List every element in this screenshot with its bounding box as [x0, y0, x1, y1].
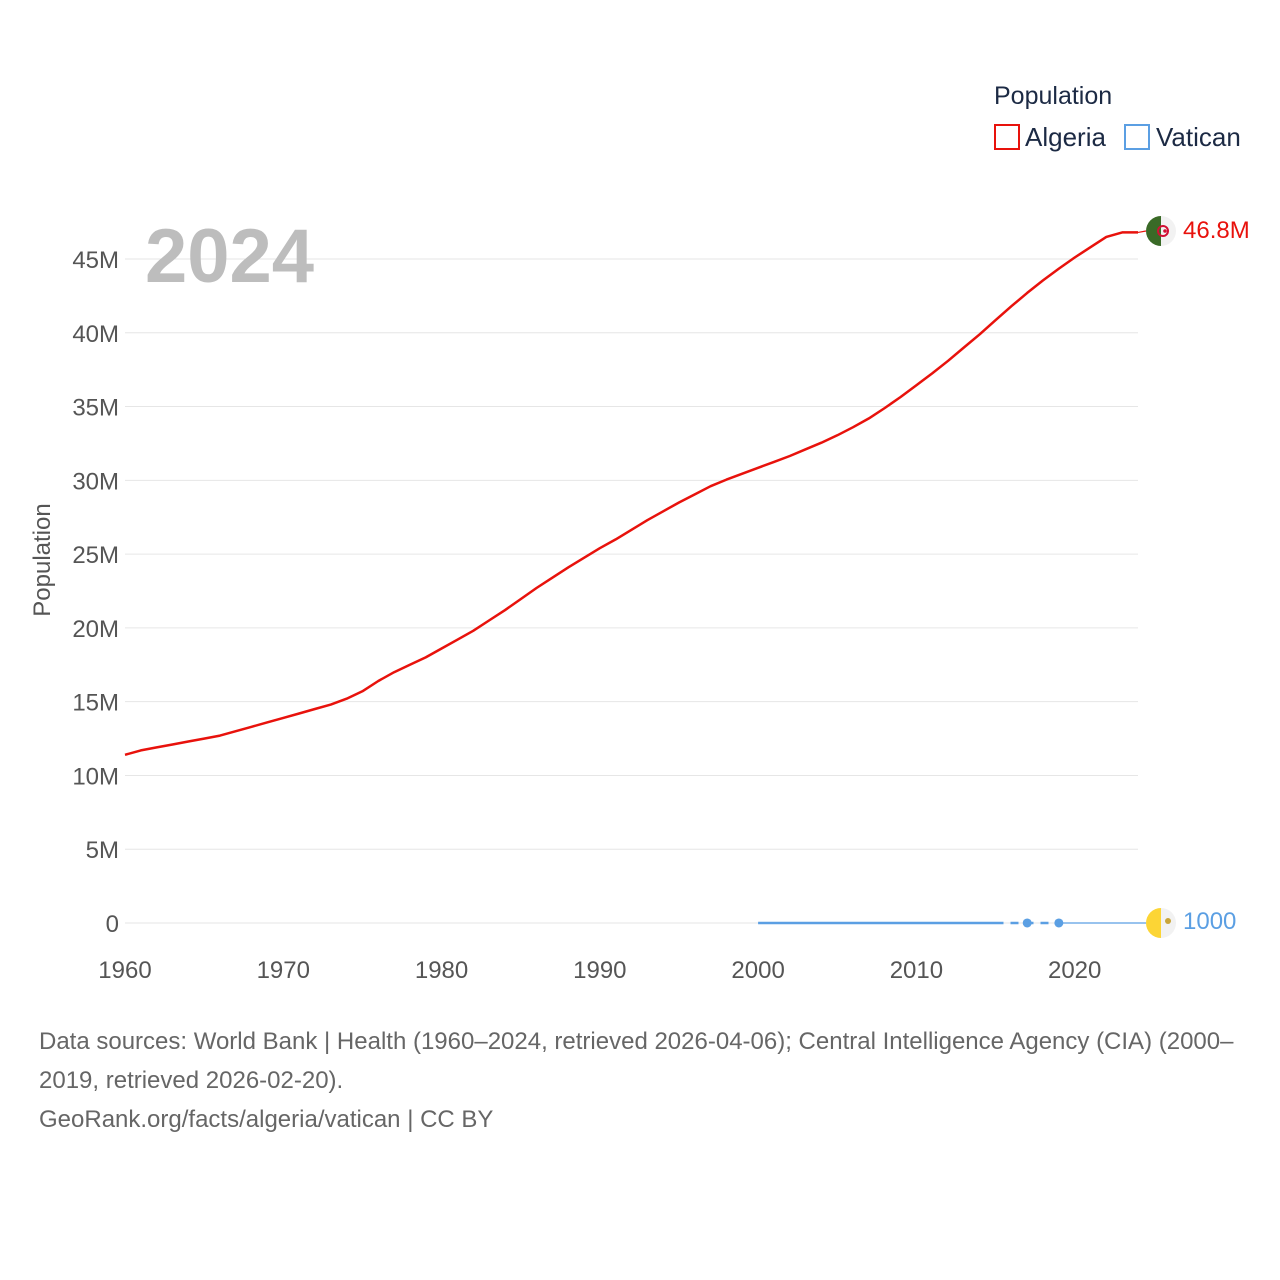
y-axis-ticks: 0 5M 10M 15M 20M 25M 30M 35M 40M 45M [72, 247, 119, 938]
algeria-end-marker: 46.8M [1146, 216, 1250, 246]
vatican-flag-icon [1146, 908, 1176, 938]
x-tick-label: 1970 [257, 957, 310, 984]
y-tick-label: 5M [86, 837, 119, 864]
y-tick-label: 15M [72, 690, 119, 717]
data-sources: Data sources: World Bank | Health (1960–… [39, 1028, 1234, 1094]
vatican-end-marker: 1000 [1146, 908, 1236, 938]
legend-swatch-vatican [1124, 124, 1150, 150]
y-axis-label: Population [29, 503, 56, 616]
credit-link[interactable]: GeoRank.org/facts/algeria/vatican | CC B… [39, 1106, 494, 1133]
footer: Data sources: World Bank | Health (1960–… [39, 1022, 1254, 1139]
legend: Population Algeria Vatican [994, 82, 1241, 152]
y-tick-label: 20M [72, 616, 119, 643]
x-tick-label: 2000 [731, 957, 784, 984]
legend-label-vatican: Vatican [1156, 122, 1241, 152]
legend-item-algeria[interactable]: Algeria [994, 122, 1106, 152]
y-tick-label: 10M [72, 763, 119, 790]
x-tick-label: 2020 [1048, 957, 1101, 984]
vatican-end-label: 1000 [1183, 908, 1236, 935]
y-tick-label: 35M [72, 395, 119, 422]
algeria-flag-icon [1146, 216, 1176, 246]
y-tick-label: 40M [72, 321, 119, 348]
x-tick-label: 1960 [98, 957, 151, 984]
year-label: 2024 [145, 214, 314, 299]
population-chart: 0 5M 10M 15M 20M 25M 30M 35M 40M 45M 1960 1970 1980… [29, 82, 1250, 984]
y-tick-label: 30M [72, 468, 119, 495]
grid-lines [125, 258, 1138, 924]
x-tick-label: 1980 [415, 957, 468, 984]
algeria-connector [1137, 230, 1147, 234]
vatican-data-point[interactable] [1022, 918, 1032, 928]
series-line-algeria [124, 231, 1138, 757]
legend-item-vatican[interactable]: Vatican [1124, 122, 1241, 152]
legend-title: Population [994, 82, 1112, 110]
x-axis-ticks: 1960 1970 1980 1990 2000 2010 2020 [98, 957, 1101, 984]
algeria-end-label: 46.8M [1183, 217, 1250, 244]
y-tick-label: 45M [72, 247, 119, 274]
y-tick-label: 0 [106, 911, 119, 938]
x-tick-label: 1990 [573, 957, 626, 984]
legend-swatch-algeria [994, 124, 1020, 150]
legend-label-algeria: Algeria [1025, 122, 1106, 152]
series-lines [124, 230, 1147, 928]
x-tick-label: 2010 [890, 957, 943, 984]
y-tick-label: 25M [72, 542, 119, 569]
